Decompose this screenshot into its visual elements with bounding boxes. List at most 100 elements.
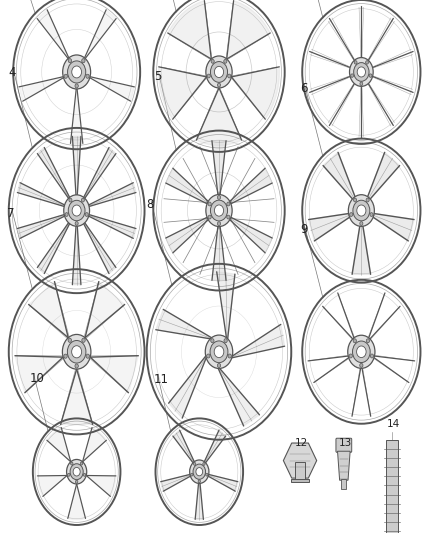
Circle shape	[68, 59, 71, 63]
Polygon shape	[352, 226, 371, 274]
Polygon shape	[159, 67, 206, 119]
Circle shape	[350, 58, 373, 86]
Circle shape	[75, 84, 78, 88]
Polygon shape	[169, 356, 206, 418]
Polygon shape	[85, 10, 116, 59]
Polygon shape	[37, 475, 67, 496]
Polygon shape	[230, 217, 272, 253]
Circle shape	[73, 467, 80, 476]
Polygon shape	[83, 427, 106, 462]
Polygon shape	[338, 451, 350, 480]
Circle shape	[62, 334, 91, 369]
Circle shape	[360, 364, 363, 367]
Polygon shape	[28, 281, 68, 338]
Polygon shape	[212, 141, 226, 195]
Circle shape	[353, 339, 357, 343]
FancyBboxPatch shape	[295, 462, 305, 480]
Circle shape	[348, 335, 375, 368]
Text: 5: 5	[154, 70, 162, 83]
Polygon shape	[72, 136, 81, 195]
Polygon shape	[156, 309, 212, 339]
Circle shape	[82, 338, 85, 342]
Circle shape	[82, 59, 85, 63]
Circle shape	[207, 74, 210, 78]
Circle shape	[348, 195, 374, 227]
Circle shape	[217, 196, 221, 199]
Circle shape	[72, 66, 81, 78]
Circle shape	[208, 215, 211, 219]
Polygon shape	[168, 1, 211, 59]
Polygon shape	[15, 356, 63, 393]
Circle shape	[357, 67, 365, 77]
FancyBboxPatch shape	[341, 479, 346, 489]
Circle shape	[360, 82, 363, 85]
Circle shape	[217, 83, 221, 87]
Circle shape	[224, 59, 227, 63]
Circle shape	[72, 346, 81, 358]
Circle shape	[353, 198, 357, 202]
Circle shape	[75, 222, 78, 225]
Polygon shape	[37, 223, 70, 273]
Circle shape	[193, 464, 205, 479]
Polygon shape	[19, 77, 64, 101]
Circle shape	[353, 62, 369, 82]
Text: 6: 6	[300, 82, 307, 94]
Text: 4: 4	[9, 66, 16, 79]
Text: 11: 11	[153, 373, 168, 385]
Circle shape	[203, 463, 205, 465]
Circle shape	[354, 61, 357, 64]
Circle shape	[211, 59, 214, 63]
Polygon shape	[90, 356, 138, 393]
Circle shape	[68, 200, 85, 221]
Circle shape	[67, 61, 86, 83]
Circle shape	[224, 338, 227, 343]
Circle shape	[357, 205, 366, 216]
Circle shape	[214, 346, 224, 358]
Polygon shape	[88, 183, 136, 206]
Polygon shape	[166, 168, 208, 204]
Circle shape	[366, 198, 369, 202]
Polygon shape	[218, 368, 259, 426]
Circle shape	[370, 354, 374, 358]
Text: 8: 8	[147, 198, 154, 211]
Polygon shape	[68, 484, 85, 520]
Polygon shape	[85, 281, 125, 338]
Circle shape	[65, 213, 68, 216]
Polygon shape	[367, 152, 399, 199]
Circle shape	[206, 473, 208, 476]
Circle shape	[198, 480, 201, 483]
Polygon shape	[217, 272, 235, 339]
Circle shape	[215, 66, 223, 78]
Polygon shape	[88, 215, 136, 238]
Circle shape	[227, 202, 230, 206]
Polygon shape	[37, 10, 69, 59]
Circle shape	[357, 346, 366, 358]
Circle shape	[67, 473, 70, 477]
Polygon shape	[84, 223, 116, 273]
Polygon shape	[84, 148, 116, 198]
Circle shape	[86, 74, 89, 78]
Circle shape	[227, 215, 230, 219]
Circle shape	[72, 205, 81, 216]
Polygon shape	[161, 474, 191, 491]
Circle shape	[64, 195, 89, 226]
Polygon shape	[208, 474, 238, 491]
Polygon shape	[373, 214, 414, 241]
Polygon shape	[72, 226, 81, 285]
Circle shape	[196, 467, 203, 476]
Circle shape	[217, 364, 221, 367]
FancyBboxPatch shape	[386, 440, 398, 533]
Polygon shape	[173, 430, 194, 463]
Circle shape	[351, 74, 353, 77]
Circle shape	[190, 460, 209, 483]
Circle shape	[210, 200, 228, 221]
Text: 9: 9	[300, 223, 307, 236]
Polygon shape	[166, 217, 208, 253]
Polygon shape	[90, 77, 134, 101]
FancyBboxPatch shape	[336, 438, 352, 453]
Polygon shape	[37, 148, 70, 198]
Polygon shape	[196, 88, 242, 146]
Circle shape	[360, 222, 363, 225]
Circle shape	[353, 341, 370, 362]
Polygon shape	[18, 183, 65, 206]
